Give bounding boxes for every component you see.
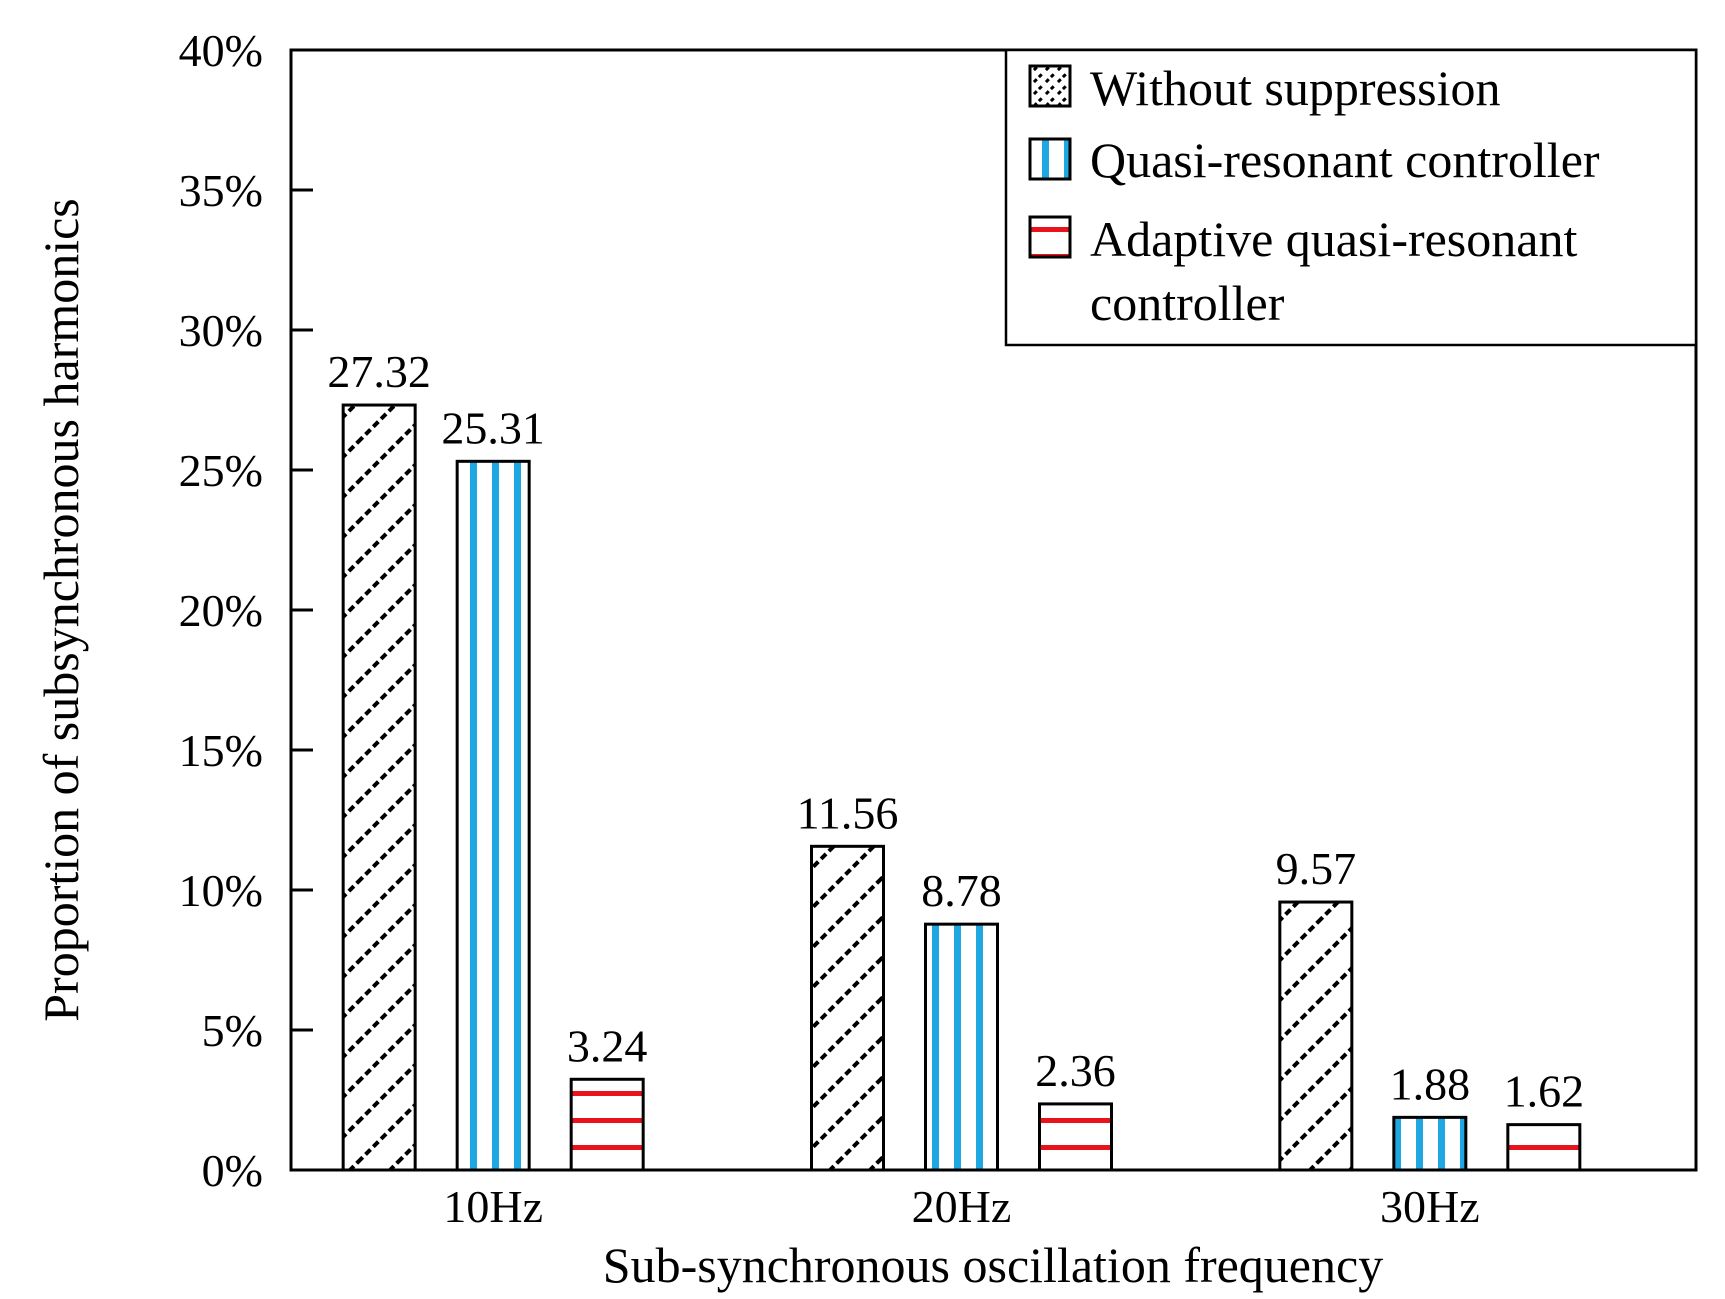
- bar-quasi-resonant-controller-10hz: [455, 459, 531, 1172]
- y-tick-label: 30%: [179, 305, 263, 356]
- bar-quasi-resonant-controller-30hz: [1392, 1115, 1468, 1172]
- y-tick-label: 35%: [179, 165, 263, 216]
- y-tick-label: 0%: [202, 1145, 263, 1196]
- y-tick-label: 25%: [179, 445, 263, 496]
- data-label: 27.32: [327, 346, 431, 397]
- x-tick-label: 10Hz: [443, 1181, 543, 1232]
- data-label: 8.78: [921, 865, 1002, 916]
- y-axis-title: Proportion of subsynchronous harmonics: [33, 198, 89, 1022]
- bar-adaptive-quasi-resonant-controller-10hz: [569, 1077, 645, 1172]
- data-label: 1.62: [1504, 1066, 1585, 1117]
- legend-label-without-suppression: Without suppression: [1090, 60, 1500, 116]
- data-label: 25.31: [441, 402, 545, 453]
- x-axis: 10Hz 20Hz 30Hz: [443, 1181, 1479, 1232]
- bars: [341, 403, 1582, 1172]
- x-tick-label: 20Hz: [912, 1181, 1012, 1232]
- x-axis-title: Sub-synchronous oscillation frequency: [603, 1237, 1383, 1293]
- bar-quasi-resonant-controller-20hz: [924, 922, 999, 1172]
- data-label: 1.88: [1390, 1058, 1471, 1109]
- y-tick-label: 10%: [179, 865, 263, 916]
- y-axis: 0% 5% 10% 15% 20% 25% 30% 35% 40%: [179, 25, 313, 1196]
- legend-label-quasi-resonant: Quasi-resonant controller: [1090, 132, 1600, 188]
- legend: Without suppression Quasi-resonant contr…: [1004, 48, 1698, 347]
- data-label: 11.56: [797, 787, 899, 838]
- bar-without-suppression-20hz: [810, 844, 885, 1172]
- bar-without-suppression-30hz: [1278, 900, 1354, 1172]
- data-label: 2.36: [1035, 1045, 1116, 1096]
- y-tick-label: 20%: [179, 585, 263, 636]
- bar-without-suppression-10hz: [341, 403, 417, 1172]
- data-label: 3.24: [567, 1020, 648, 1071]
- legend-label-adaptive-line-2: controller: [1090, 275, 1285, 331]
- legend-swatch-adaptive-quasi-resonant: [1028, 215, 1072, 259]
- legend-swatch-without-suppression: [1028, 64, 1072, 108]
- legend-swatch-quasi-resonant: [1028, 137, 1072, 181]
- y-tick-label: 5%: [202, 1005, 263, 1056]
- y-tick-label: 15%: [179, 725, 263, 776]
- y-tick-label: 40%: [179, 25, 263, 76]
- bar-adaptive-quasi-resonant-controller-20hz: [1038, 1102, 1113, 1172]
- data-label: 9.57: [1276, 843, 1357, 894]
- legend-box: [1004, 48, 1698, 347]
- legend-label-adaptive-line-1: Adaptive quasi-resonant: [1090, 211, 1577, 267]
- x-tick-label: 30Hz: [1380, 1181, 1480, 1232]
- bar-adaptive-quasi-resonant-controller-30hz: [1506, 1123, 1582, 1172]
